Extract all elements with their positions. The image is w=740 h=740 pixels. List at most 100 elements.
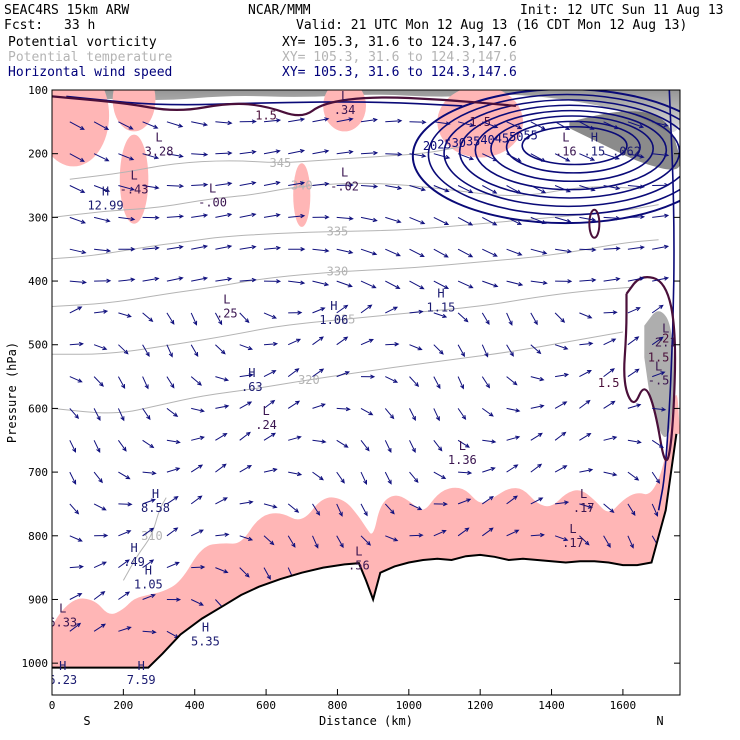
wind-vector bbox=[93, 344, 108, 351]
theta-contour-325 bbox=[52, 286, 631, 355]
wind-vector bbox=[336, 503, 343, 517]
wind-vector bbox=[312, 307, 326, 314]
wind-vector bbox=[215, 532, 230, 537]
wind-vector bbox=[433, 153, 451, 160]
wind-vector bbox=[239, 312, 250, 324]
wind-vector bbox=[93, 503, 107, 511]
theta-label: 325 bbox=[334, 312, 356, 326]
wind-vector bbox=[433, 121, 451, 126]
wind-vector bbox=[482, 216, 498, 226]
theta-contour-330 bbox=[52, 239, 659, 307]
wind-vector bbox=[554, 216, 572, 223]
wind-vector bbox=[263, 567, 271, 580]
wind-vector bbox=[93, 408, 101, 422]
wind-vector bbox=[554, 401, 568, 409]
wind-vector bbox=[191, 213, 209, 218]
wind-vector bbox=[142, 245, 160, 251]
underground-mask bbox=[52, 433, 680, 695]
wind-vector bbox=[409, 185, 427, 192]
wind-vector bbox=[433, 471, 447, 479]
y-axis-label: Pressure (hPa) bbox=[5, 342, 19, 443]
wind-vector bbox=[506, 464, 519, 473]
wind-vector bbox=[215, 181, 233, 187]
terrain-line bbox=[52, 433, 678, 669]
extremum-value: .34 bbox=[334, 103, 356, 117]
wind-vector bbox=[603, 435, 618, 441]
wind-vector bbox=[603, 215, 621, 221]
pv-contour-label: 1.5 bbox=[598, 376, 620, 390]
wind-vector bbox=[215, 277, 233, 282]
wind-vector bbox=[239, 181, 257, 186]
wind-vector bbox=[312, 117, 330, 123]
wind-vector bbox=[457, 248, 474, 258]
wind-vector bbox=[288, 181, 306, 186]
extremum-value: .25 bbox=[216, 307, 238, 321]
wind-vector bbox=[142, 121, 159, 129]
wind-vector bbox=[457, 121, 475, 128]
wind-vector bbox=[506, 495, 518, 505]
extremum-marker: H bbox=[59, 659, 66, 673]
wind-vector bbox=[191, 435, 205, 441]
wind-vector bbox=[530, 432, 543, 441]
wind-vector bbox=[409, 309, 424, 315]
wind-vector bbox=[166, 214, 185, 219]
wind-vector bbox=[482, 439, 497, 444]
pv-contour-tropopause bbox=[52, 95, 516, 117]
wind-vector bbox=[482, 467, 496, 473]
wind-vector bbox=[263, 118, 282, 123]
wind-vector bbox=[579, 153, 596, 161]
extremum-value: -.43 bbox=[120, 183, 149, 197]
wind-vector bbox=[142, 629, 157, 635]
theta-contour-310 bbox=[122, 497, 167, 581]
wind-vector bbox=[142, 439, 155, 449]
wind-vector bbox=[288, 213, 306, 219]
wind-vector bbox=[191, 276, 209, 282]
wind-vector bbox=[652, 183, 670, 188]
extremum-value: 6.33 bbox=[48, 616, 77, 630]
wind-vector bbox=[312, 248, 330, 253]
wind-vector bbox=[385, 342, 400, 347]
wind-vector bbox=[312, 214, 330, 220]
pv-contour-label: 1.5 bbox=[648, 350, 670, 364]
wind-vector bbox=[530, 216, 547, 225]
valid-time: Valid: 21 UTC Mon 12 Aug 13 (16 CDT Mon … bbox=[296, 18, 688, 33]
wind-vector bbox=[336, 471, 345, 484]
wind-vector bbox=[433, 312, 448, 318]
wind-vector bbox=[263, 312, 277, 319]
wind-vector bbox=[433, 248, 449, 258]
wind-vector bbox=[190, 376, 202, 386]
wind-vector bbox=[384, 440, 392, 454]
wind-vector bbox=[117, 408, 125, 422]
wind-vector bbox=[312, 439, 327, 444]
extremum-marker: H bbox=[248, 366, 255, 380]
wind-vector bbox=[239, 500, 254, 505]
wind-vector bbox=[142, 559, 155, 569]
wind-vector bbox=[191, 565, 206, 570]
wind-vector bbox=[191, 244, 209, 250]
wind-vector bbox=[530, 497, 544, 505]
wind-vector bbox=[117, 440, 127, 452]
wind-vector bbox=[215, 212, 233, 218]
wind-vector bbox=[603, 503, 615, 514]
wind-vector bbox=[263, 279, 282, 284]
wind-vector bbox=[530, 532, 545, 538]
wind-vector bbox=[603, 368, 615, 377]
extremum-marker: L bbox=[355, 544, 362, 558]
wind-vector bbox=[481, 312, 490, 325]
wind-vector bbox=[385, 376, 399, 383]
wind-vector bbox=[263, 213, 281, 218]
wind-vector bbox=[627, 336, 640, 346]
wind-vector bbox=[433, 439, 443, 452]
wind-vector bbox=[69, 535, 83, 542]
wind-vector bbox=[360, 471, 367, 485]
wind-speed-contour bbox=[458, 104, 680, 199]
wind-vector bbox=[627, 368, 640, 378]
wind-vector bbox=[190, 495, 203, 505]
wind-vector bbox=[312, 471, 324, 481]
wind-vector bbox=[433, 408, 440, 422]
wind-vector bbox=[579, 468, 594, 473]
wind-vector bbox=[118, 121, 134, 130]
terrain-layer bbox=[52, 433, 680, 695]
wind-vector bbox=[215, 244, 233, 250]
